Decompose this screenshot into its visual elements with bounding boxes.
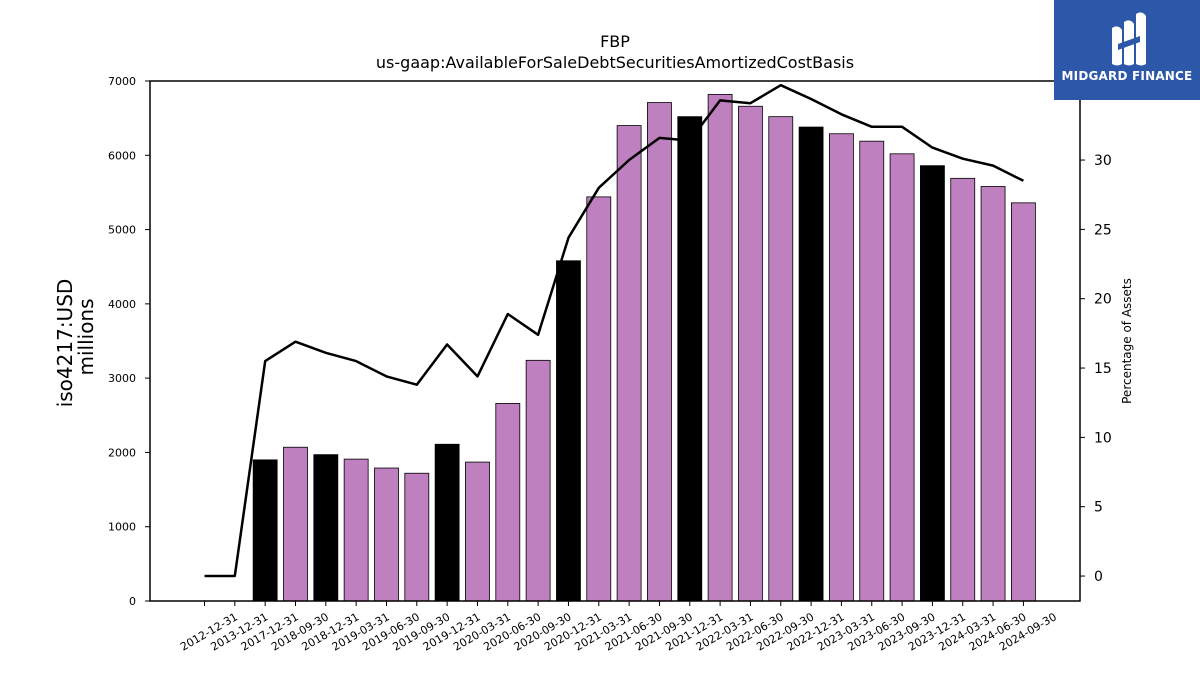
chart-subtitle: us-gaap:AvailableForSaleDebtSecuritiesAm… (375, 53, 855, 72)
y2-tick-label: 30 (1094, 153, 1112, 169)
chart-title: FBP (600, 32, 630, 51)
line-layer (204, 83, 1024, 578)
y2-tick-label: 25 (1094, 222, 1112, 238)
y-tick-label: 4000 (108, 298, 136, 311)
bar-2022-06-30 (738, 105, 763, 602)
y2-tick-label: 20 (1094, 292, 1112, 308)
bar-2024-09-30 (1011, 202, 1036, 602)
y2-axis-label: Percentage of Assets (1120, 278, 1134, 404)
y2-tick-label: 10 (1094, 430, 1112, 446)
bars-layer (252, 93, 1036, 602)
bar-2021-12-31 (677, 116, 703, 602)
bar-2022-09-30 (768, 116, 794, 602)
bar-2021-09-30 (647, 102, 672, 602)
y-tick-label: 3000 (108, 372, 136, 385)
bar-2022-12-31 (798, 126, 824, 602)
bar-2023-03-31 (829, 133, 854, 602)
bar-2021-03-31 (586, 196, 612, 602)
bar-2023-12-31 (920, 165, 945, 602)
y-tick-label: 5000 (108, 224, 136, 237)
bar-2020-12-31 (556, 260, 581, 602)
y-tick-label: 6000 (108, 149, 136, 162)
logo-text: MIDGARD FINANCE (1061, 69, 1193, 83)
bar-2017-12-31 (252, 459, 278, 602)
bar-2020-03-31 (465, 461, 490, 602)
y-tick-label: 2000 (108, 446, 136, 459)
y2-tick-label: 15 (1094, 361, 1112, 377)
y2-tick-label: 0 (1094, 569, 1103, 585)
company-logo: MIDGARD FINANCE (1054, 0, 1200, 100)
y-tick-label: 1000 (108, 521, 136, 534)
y2-tick-label: 5 (1094, 500, 1103, 516)
y-axis-unit-label: millions (74, 298, 98, 375)
bar-2024-03-31 (950, 177, 976, 602)
bar-2019-09-30 (404, 472, 430, 602)
bar-2023-09-30 (889, 153, 915, 602)
bar-2018-09-30 (283, 446, 308, 602)
y-axis-label: iso4217:USD (53, 279, 77, 408)
percentage-of-assets-line (204, 83, 1024, 578)
y-tick-label: 0 (129, 595, 136, 608)
bar-2018-12-31 (313, 454, 339, 602)
bar-2019-03-31 (343, 458, 369, 602)
plot-frame (149, 80, 1081, 602)
bar-2021-06-30 (616, 125, 642, 602)
bar-2019-12-31 (434, 443, 460, 602)
bar-2020-06-30 (495, 402, 521, 602)
bar-2022-03-31 (707, 93, 733, 602)
bar-2020-09-30 (525, 359, 551, 602)
bar-2023-06-30 (859, 140, 885, 602)
y-tick-label: 7000 (108, 75, 136, 88)
bar-2024-06-30 (980, 186, 1006, 602)
logo-mark-icon (1112, 12, 1146, 66)
bar-2019-06-30 (374, 467, 399, 602)
